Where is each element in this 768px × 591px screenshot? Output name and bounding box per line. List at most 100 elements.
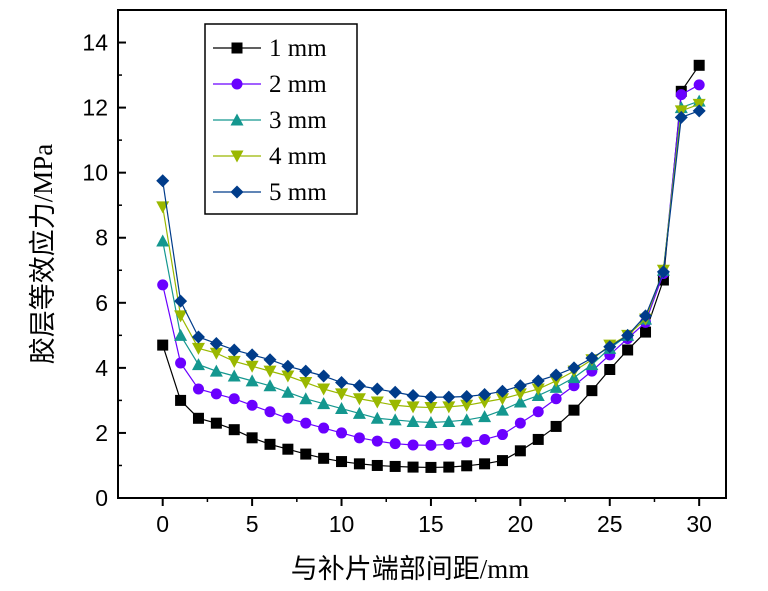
- legend-marker: [230, 113, 244, 126]
- data-point: [282, 443, 294, 455]
- data-point: [549, 368, 563, 382]
- x-tick-label: 30: [686, 511, 712, 537]
- data-point: [192, 383, 204, 395]
- data-point: [693, 79, 705, 91]
- data-point: [299, 364, 313, 378]
- data-point: [352, 379, 366, 393]
- data-point: [191, 358, 205, 371]
- data-point: [388, 413, 402, 426]
- data-point: [335, 402, 349, 415]
- data-point: [317, 397, 331, 410]
- y-tick-label: 2: [95, 420, 108, 446]
- y-tick-label: 12: [82, 95, 108, 121]
- legend-box: [204, 23, 358, 215]
- data-point: [532, 433, 544, 445]
- data-point: [407, 439, 419, 451]
- data-point: [209, 347, 223, 360]
- data-point: [388, 385, 402, 399]
- data-point: [567, 361, 581, 375]
- data-point: [228, 393, 240, 405]
- data-point: [495, 403, 509, 416]
- data-point: [657, 274, 669, 286]
- data-point: [478, 388, 492, 402]
- data-point: [352, 406, 366, 419]
- data-point: [603, 340, 617, 354]
- data-point: [692, 104, 706, 118]
- x-tick-label: 20: [508, 511, 534, 537]
- data-point: [478, 396, 492, 409]
- data-point: [479, 458, 491, 470]
- data-point: [586, 385, 598, 397]
- x-tick-label: 5: [246, 511, 259, 537]
- data-point: [281, 370, 295, 383]
- legend-item: 2 mm: [213, 71, 327, 98]
- legend-item: 4 mm: [213, 143, 327, 170]
- data-point: [227, 355, 241, 368]
- y-tick-label: 4: [95, 355, 108, 381]
- data-point: [156, 174, 170, 188]
- data-point: [531, 383, 545, 396]
- data-point: [461, 436, 473, 448]
- x-tick-label: 15: [418, 511, 444, 537]
- data-point: [353, 432, 365, 444]
- x-axis-title: 与补片端部间距/mm: [291, 554, 530, 584]
- data-point: [246, 432, 258, 444]
- data-point: [209, 364, 223, 377]
- data-point: [299, 392, 313, 405]
- data-point: [424, 416, 438, 429]
- data-point: [407, 461, 419, 473]
- data-point: [585, 351, 599, 365]
- data-point: [460, 399, 474, 412]
- data-point: [496, 429, 508, 441]
- data-point: [352, 393, 366, 406]
- data-point: [317, 369, 331, 383]
- data-point: [174, 310, 188, 323]
- data-point: [263, 379, 277, 392]
- legend-label: 3 mm: [269, 107, 327, 134]
- legend-label: 1 mm: [269, 35, 327, 62]
- legend-item: 1 mm: [213, 35, 327, 62]
- data-point: [336, 427, 348, 439]
- data-point: [442, 390, 456, 404]
- data-point: [460, 413, 474, 426]
- data-point: [442, 415, 456, 428]
- data-point: [425, 461, 437, 473]
- data-point: [191, 342, 205, 355]
- data-point: [175, 394, 187, 406]
- data-point: [353, 458, 365, 470]
- legend: 1 mm 2 mm 3 mm 4 mm 5 mm: [204, 23, 358, 215]
- data-point: [443, 461, 455, 473]
- data-point: [460, 389, 474, 403]
- data-point: [335, 388, 349, 401]
- data-point: [621, 328, 635, 342]
- data-point: [442, 401, 456, 414]
- data-point: [370, 382, 384, 396]
- data-point: [640, 326, 652, 338]
- data-point: [479, 433, 491, 445]
- legend-label: 4 mm: [269, 143, 327, 170]
- data-point: [406, 415, 420, 428]
- data-point: [371, 459, 383, 471]
- data-point: [406, 401, 420, 414]
- data-point: [191, 330, 205, 344]
- y-tick-label: 6: [95, 290, 108, 316]
- data-point: [461, 460, 473, 472]
- data-point: [604, 363, 616, 375]
- data-point: [174, 328, 188, 341]
- data-point: [281, 359, 295, 373]
- data-point: [639, 309, 653, 323]
- data-point: [496, 455, 508, 467]
- data-point: [300, 417, 312, 429]
- data-point: [245, 360, 259, 373]
- data-point: [264, 406, 276, 418]
- data-point: [263, 365, 277, 378]
- plot-area: [117, 9, 727, 499]
- legend-label: 2 mm: [269, 71, 327, 98]
- data-point: [478, 410, 492, 423]
- data-point: [424, 402, 438, 415]
- data-point: [389, 438, 401, 450]
- data-point: [513, 388, 527, 401]
- y-axis: 0 2 4 6 8 10 12 14: [82, 30, 126, 511]
- data-point: [406, 389, 420, 403]
